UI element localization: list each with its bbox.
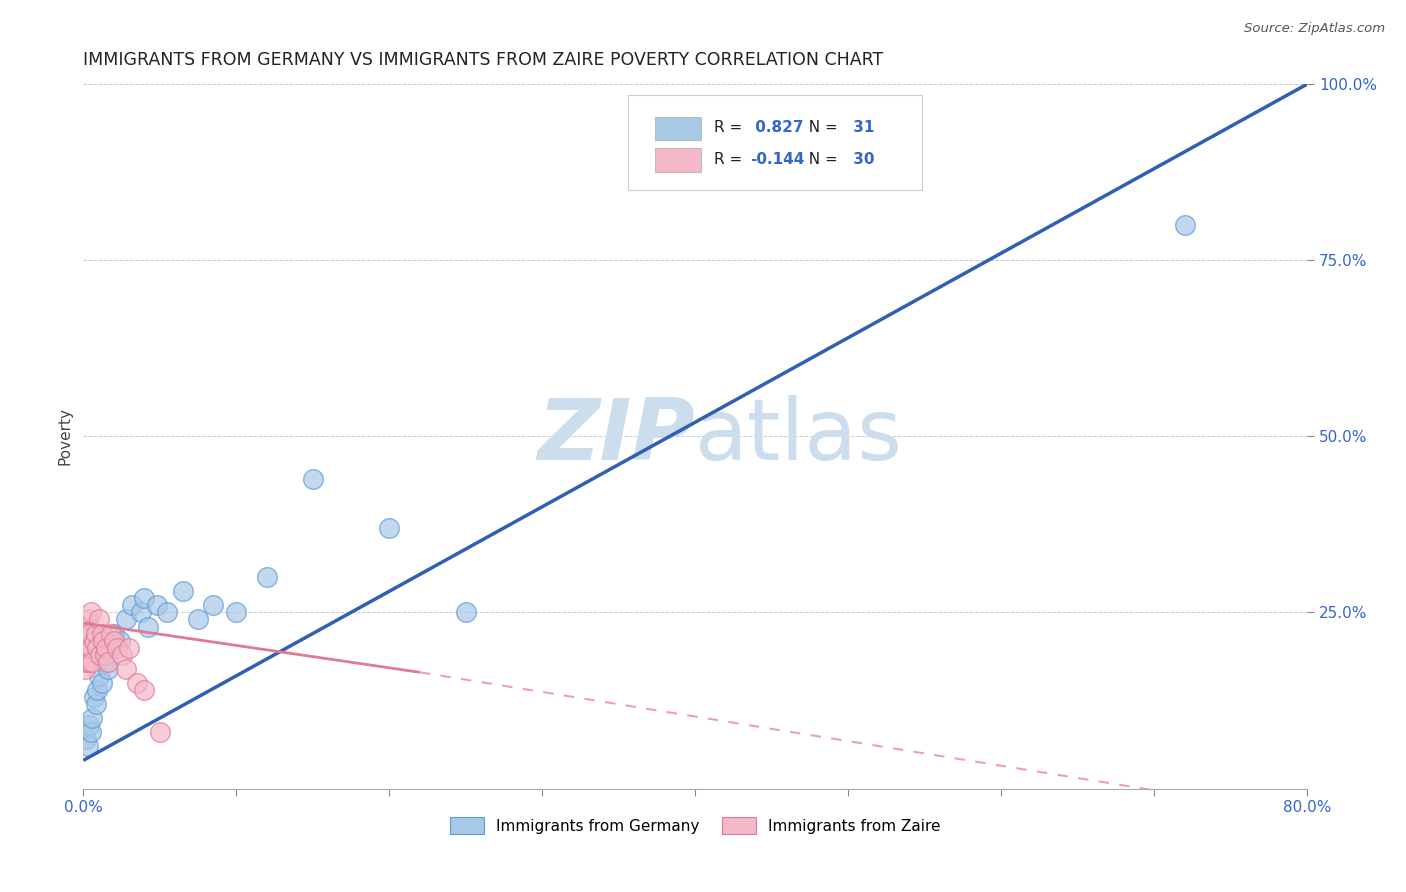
Point [202, 599, 225, 613]
Point [82, 711, 104, 725]
Point [75, 626, 97, 640]
Point [121, 599, 143, 613]
Point [87, 669, 110, 683]
Point [77, 739, 100, 754]
Point [145, 599, 167, 613]
Point [90, 676, 112, 690]
Point [115, 662, 138, 676]
Point [96, 640, 118, 655]
Y-axis label: Poverty: Poverty [58, 408, 72, 466]
Text: atlas: atlas [695, 395, 903, 478]
Point [97, 655, 120, 669]
Text: 30: 30 [848, 152, 875, 167]
Point [256, 570, 278, 584]
Point [110, 648, 132, 662]
Point [225, 606, 247, 620]
Point [134, 682, 156, 697]
Point [187, 612, 209, 626]
Point [172, 584, 194, 599]
Point [83, 690, 105, 704]
Point [134, 591, 156, 606]
Point [80, 640, 103, 655]
Point [115, 612, 138, 626]
Point [149, 725, 172, 739]
Point [75, 732, 97, 747]
Point [82, 655, 104, 669]
Point [105, 640, 128, 655]
Text: 31: 31 [848, 120, 875, 136]
Point [86, 682, 108, 697]
Point [79, 718, 101, 732]
Point [454, 606, 477, 620]
Text: R =: R = [714, 152, 747, 167]
Point [77, 612, 100, 626]
Legend: Immigrants from Germany, Immigrants from Zaire: Immigrants from Germany, Immigrants from… [450, 817, 941, 834]
Point [73, 662, 96, 676]
Text: N =: N = [799, 120, 842, 136]
FancyBboxPatch shape [628, 95, 921, 190]
Text: N =: N = [799, 152, 842, 167]
Point [156, 606, 179, 620]
Point [87, 612, 110, 626]
Point [301, 472, 323, 486]
Point [86, 640, 108, 655]
Point [100, 640, 122, 655]
Point [80, 606, 103, 620]
Point [89, 648, 111, 662]
Text: ZIP: ZIP [537, 395, 695, 478]
Text: 0.827: 0.827 [751, 120, 804, 136]
Point [136, 619, 159, 633]
Text: -0.144: -0.144 [751, 152, 804, 167]
Point [93, 648, 115, 662]
Point [83, 633, 105, 648]
Text: Source: ZipAtlas.com: Source: ZipAtlas.com [1244, 22, 1385, 36]
Point [103, 626, 125, 640]
Point [118, 640, 141, 655]
Point [73, 640, 96, 655]
Point [131, 606, 153, 620]
Point [90, 626, 112, 640]
FancyBboxPatch shape [655, 117, 702, 140]
FancyBboxPatch shape [655, 148, 702, 172]
Point [125, 676, 148, 690]
Point [1174, 218, 1197, 232]
Text: R =: R = [714, 120, 747, 136]
Point [75, 655, 97, 669]
Point [100, 626, 122, 640]
Point [79, 655, 101, 669]
Point [77, 640, 100, 655]
Point [93, 655, 115, 669]
Point [79, 626, 101, 640]
Point [108, 633, 131, 648]
Point [378, 521, 401, 535]
Point [97, 662, 120, 676]
Point [103, 633, 125, 648]
Point [80, 725, 103, 739]
Point [84, 697, 107, 711]
Point [84, 626, 107, 640]
Point [91, 633, 114, 648]
Text: IMMIGRANTS FROM GERMANY VS IMMIGRANTS FROM ZAIRE POVERTY CORRELATION CHART: IMMIGRANTS FROM GERMANY VS IMMIGRANTS FR… [83, 51, 883, 69]
